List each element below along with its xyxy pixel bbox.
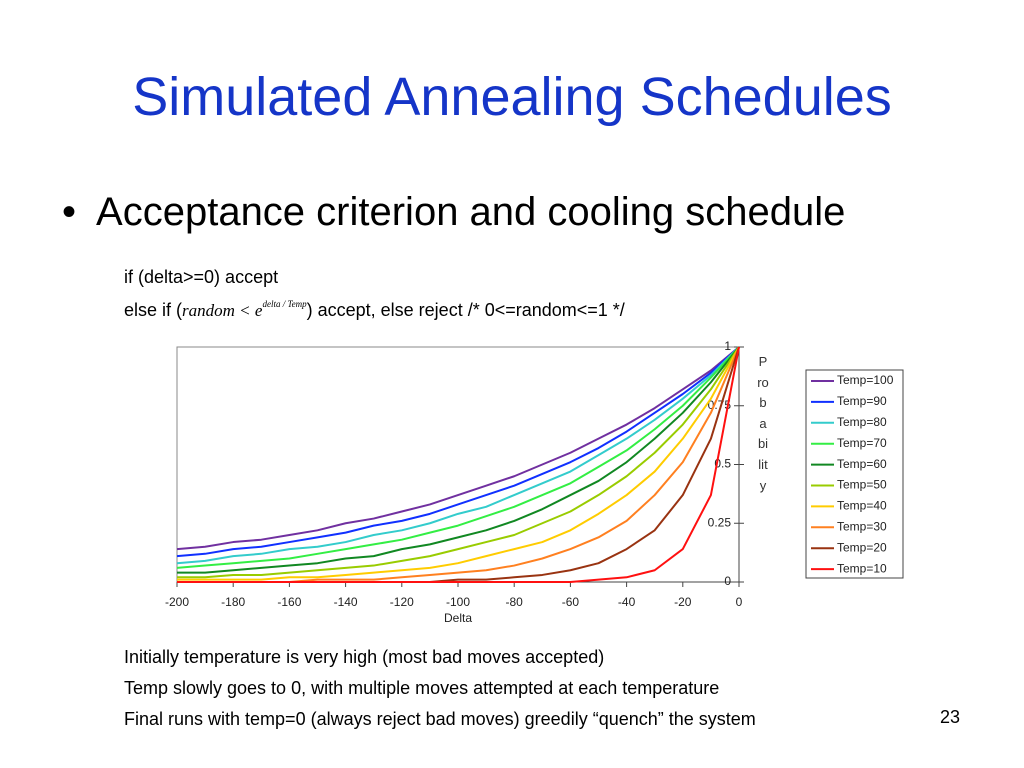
y-tick-label: 0.5 xyxy=(714,457,731,471)
series-line xyxy=(177,346,740,574)
y-axis-label: Probability xyxy=(757,354,769,493)
page-number: 23 xyxy=(940,707,961,727)
code-text: else if ( xyxy=(124,300,183,320)
note: Temp slowly goes to 0, with multiple mov… xyxy=(124,678,720,698)
code-text: ) accept, else reject /* 0<=random<=1 */ xyxy=(306,300,625,320)
legend-label: Temp=40 xyxy=(837,499,887,513)
note: Final runs with temp=0 (always reject ba… xyxy=(124,709,756,729)
legend-label: Temp=30 xyxy=(837,519,887,533)
x-tick-label: -140 xyxy=(334,595,358,609)
x-tick-label: -100 xyxy=(446,595,470,609)
series-line xyxy=(177,346,740,579)
legend-label: Temp=20 xyxy=(837,540,887,554)
code-line: if (delta>=0) accept xyxy=(124,267,279,287)
legend-label: Temp=10 xyxy=(837,561,887,575)
x-tick-label: -80 xyxy=(506,595,524,609)
x-tick-label: -120 xyxy=(390,595,414,609)
formula-exponent: delta / Temp xyxy=(262,299,307,309)
y-tick-label: 0.25 xyxy=(708,515,732,529)
bullet-text: Acceptance criterion and cooling schedul… xyxy=(96,190,846,234)
x-tick-label: -60 xyxy=(562,595,580,609)
series-line xyxy=(176,346,740,565)
legend-label: Temp=80 xyxy=(837,415,887,429)
x-tick-label: -160 xyxy=(277,595,301,609)
legend-label: Temp=60 xyxy=(837,457,887,471)
legend-label: Temp=90 xyxy=(837,394,887,408)
x-axis-label: Delta xyxy=(444,611,472,625)
x-tick-label: -180 xyxy=(221,595,245,609)
y-tick-label: 1 xyxy=(724,339,731,353)
legend-label: Temp=70 xyxy=(837,436,887,450)
slide-title: Simulated Annealing Schedules xyxy=(132,67,892,127)
legend-label: Temp=100 xyxy=(837,373,894,387)
bullet: • Acceptance criterion and cooling sched… xyxy=(62,190,846,234)
x-tick-label: 0 xyxy=(736,595,743,609)
formula: random < e xyxy=(182,301,263,320)
series-line xyxy=(177,346,740,581)
series-line xyxy=(176,346,740,551)
x-tick-label: -20 xyxy=(674,595,692,609)
y-tick-label: 0 xyxy=(724,574,731,588)
note: Initially temperature is very high (most… xyxy=(124,647,605,667)
x-tick-label: -40 xyxy=(618,595,636,609)
legend-label: Temp=50 xyxy=(837,478,887,492)
legend-box xyxy=(805,369,904,579)
x-tick-label: -200 xyxy=(165,595,189,609)
series-line xyxy=(177,346,740,583)
series-line xyxy=(176,346,740,569)
series-line xyxy=(176,346,740,558)
code-line: else if (random < edelta / Temp) accept,… xyxy=(124,299,625,321)
